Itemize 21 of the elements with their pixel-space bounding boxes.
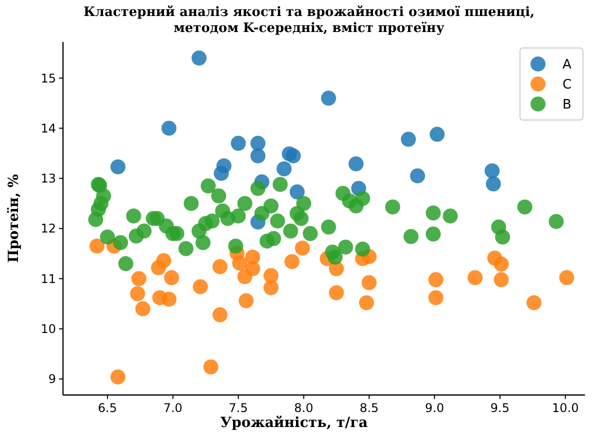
x-tick-label: 8.0: [294, 401, 314, 415]
x-tick-label: 7.5: [228, 401, 248, 415]
y-tick-label: 15: [40, 71, 56, 86]
legend-label: B: [562, 98, 572, 113]
legend-label: C: [562, 78, 572, 93]
y-axis-title: Протеїн, %: [6, 174, 22, 263]
x-tick-label: 9.5: [490, 401, 510, 415]
chart-title: Кластерний аналіз якості та врожайності озимої пшениці, методом K-середніх, вміст протеїну: [83, 5, 535, 36]
x-axis-title: Урожайність, т/га: [220, 415, 368, 431]
y-tick-label: 14: [40, 121, 56, 136]
y-tick-label: 13: [40, 172, 56, 186]
x-tick-label: 7.0: [163, 401, 182, 415]
y-tick-label: 9: [48, 372, 56, 386]
x-tick-label: 9.0: [425, 401, 444, 415]
x-tick-label: 10.0: [552, 401, 579, 415]
x-tick-label: 6.5: [98, 401, 118, 415]
y-tick-label: 11: [40, 272, 56, 286]
legend-label: A: [562, 58, 572, 73]
y-tick-label: 12: [40, 222, 56, 236]
y-tick-label: 10: [40, 322, 56, 336]
x-tick-label: 8.5: [360, 401, 379, 415]
